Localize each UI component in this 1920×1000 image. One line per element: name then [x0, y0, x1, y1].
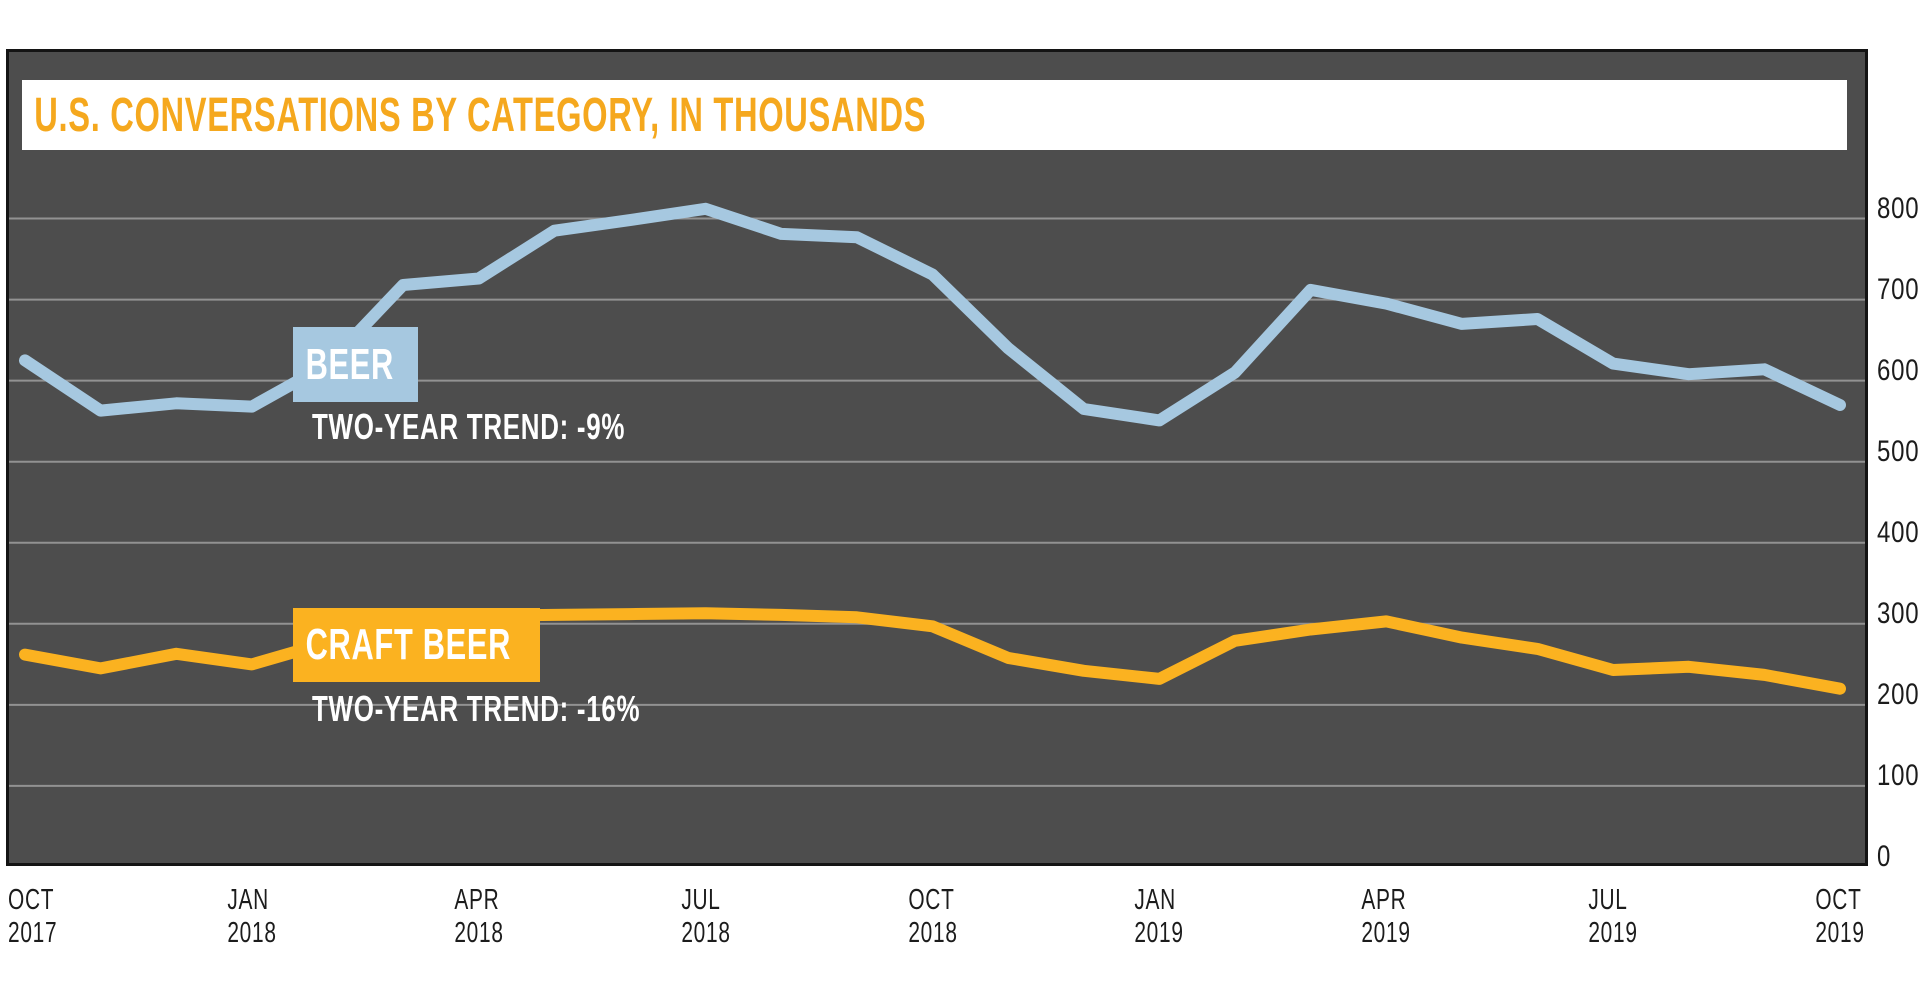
- x-tick-year: 2017: [8, 917, 58, 949]
- beer-legend-box: BEER: [293, 327, 418, 402]
- beer-legend-label: BEER: [305, 339, 394, 389]
- y-tick-label-800: 800: [1877, 191, 1920, 225]
- x-tick-year: 2018: [680, 917, 731, 949]
- x-tick-month: JUL: [1588, 884, 1628, 916]
- craft-beer-trend-label: TWO-YEAR TREND: -16%: [312, 688, 641, 729]
- y-tick-label-700: 700: [1877, 272, 1920, 306]
- x-tick-year: 2019: [1361, 917, 1411, 949]
- x-tick-month: JAN: [227, 884, 269, 916]
- x-tick-year: 2019: [1134, 917, 1185, 949]
- craft-beer-legend-label: CRAFT BEER: [305, 620, 512, 669]
- x-tick-label-JAN-2018: JAN 2018: [227, 884, 276, 950]
- chart-canvas: [9, 202, 1865, 787]
- y-tick-label-0: 0: [1877, 840, 1892, 873]
- x-tick-month: OCT: [8, 884, 55, 916]
- x-tick-year: 2019: [1588, 917, 1638, 949]
- x-tick-label-JAN-2019: JAN 2019: [1135, 884, 1184, 950]
- x-tick-label-JUL-2018: JUL 2018: [681, 884, 730, 950]
- x-tick-month: APR: [454, 884, 500, 916]
- y-tick-label-100: 100: [1877, 758, 1920, 792]
- x-tick-year: 2018: [454, 917, 504, 949]
- y-tick-label-300: 300: [1877, 596, 1920, 630]
- beer-trend-label: TWO-YEAR TREND: -9%: [312, 406, 626, 447]
- x-tick-year: 2019: [1815, 917, 1865, 949]
- y-tick-label-600: 600: [1877, 353, 1920, 387]
- x-tick-label-OCT-2018: OCT 2018: [908, 884, 957, 950]
- x-tick-label-OCT-2019: OCT 2019: [1815, 884, 1864, 950]
- x-tick-year: 2018: [907, 917, 958, 949]
- x-tick-year: 2018: [227, 917, 277, 949]
- title-banner: U.S. CONVERSATIONS BY CATEGORY, IN THOUS…: [22, 80, 1847, 150]
- x-tick-month: APR: [1361, 884, 1407, 916]
- y-tick-label-200: 200: [1877, 677, 1920, 711]
- x-tick-month: OCT: [907, 884, 955, 916]
- y-tick-label-400: 400: [1877, 515, 1920, 549]
- x-tick-label-APR-2019: APR 2019: [1362, 884, 1411, 950]
- x-tick-month: OCT: [1815, 884, 1862, 916]
- x-tick-label-OCT-2017: OCT 2017: [8, 884, 57, 950]
- x-tick-label-JUL-2019: JUL 2019: [1588, 884, 1637, 950]
- page-title: U.S. CONVERSATIONS BY CATEGORY, IN THOUS…: [34, 88, 927, 142]
- x-tick-month: JUL: [680, 884, 721, 916]
- y-tick-label-500: 500: [1877, 434, 1920, 468]
- x-tick-month: JAN: [1134, 884, 1177, 916]
- craft-beer-legend-box: CRAFT BEER: [293, 608, 540, 682]
- x-tick-label-APR-2018: APR 2018: [454, 884, 503, 950]
- chart-panel: [6, 49, 1868, 866]
